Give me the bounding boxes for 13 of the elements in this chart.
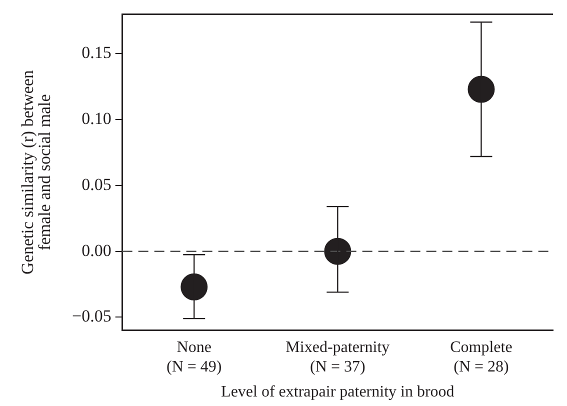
y-tick-label: 0.10 — [82, 109, 112, 128]
y-tick-label: 0.05 — [82, 174, 112, 194]
y-tick-label: 0.00 — [82, 240, 112, 260]
x-tick-label: None (N = 49) — [166, 339, 222, 376]
point — [468, 76, 495, 103]
y-axis-title: Genetic similarity (r) between female and social male — [18, 70, 54, 274]
point — [180, 273, 208, 300]
y-tick-label: −0.05 — [72, 306, 112, 326]
y-tick-label: 0.15 — [82, 43, 112, 62]
x-tick-label: Mixed-paternity (N = 37) — [286, 339, 390, 376]
point — [324, 238, 352, 265]
x-tick-label: Complete (N = 28) — [450, 339, 512, 376]
x-axis-title: Level of extrapair paternity in brood — [221, 384, 454, 401]
